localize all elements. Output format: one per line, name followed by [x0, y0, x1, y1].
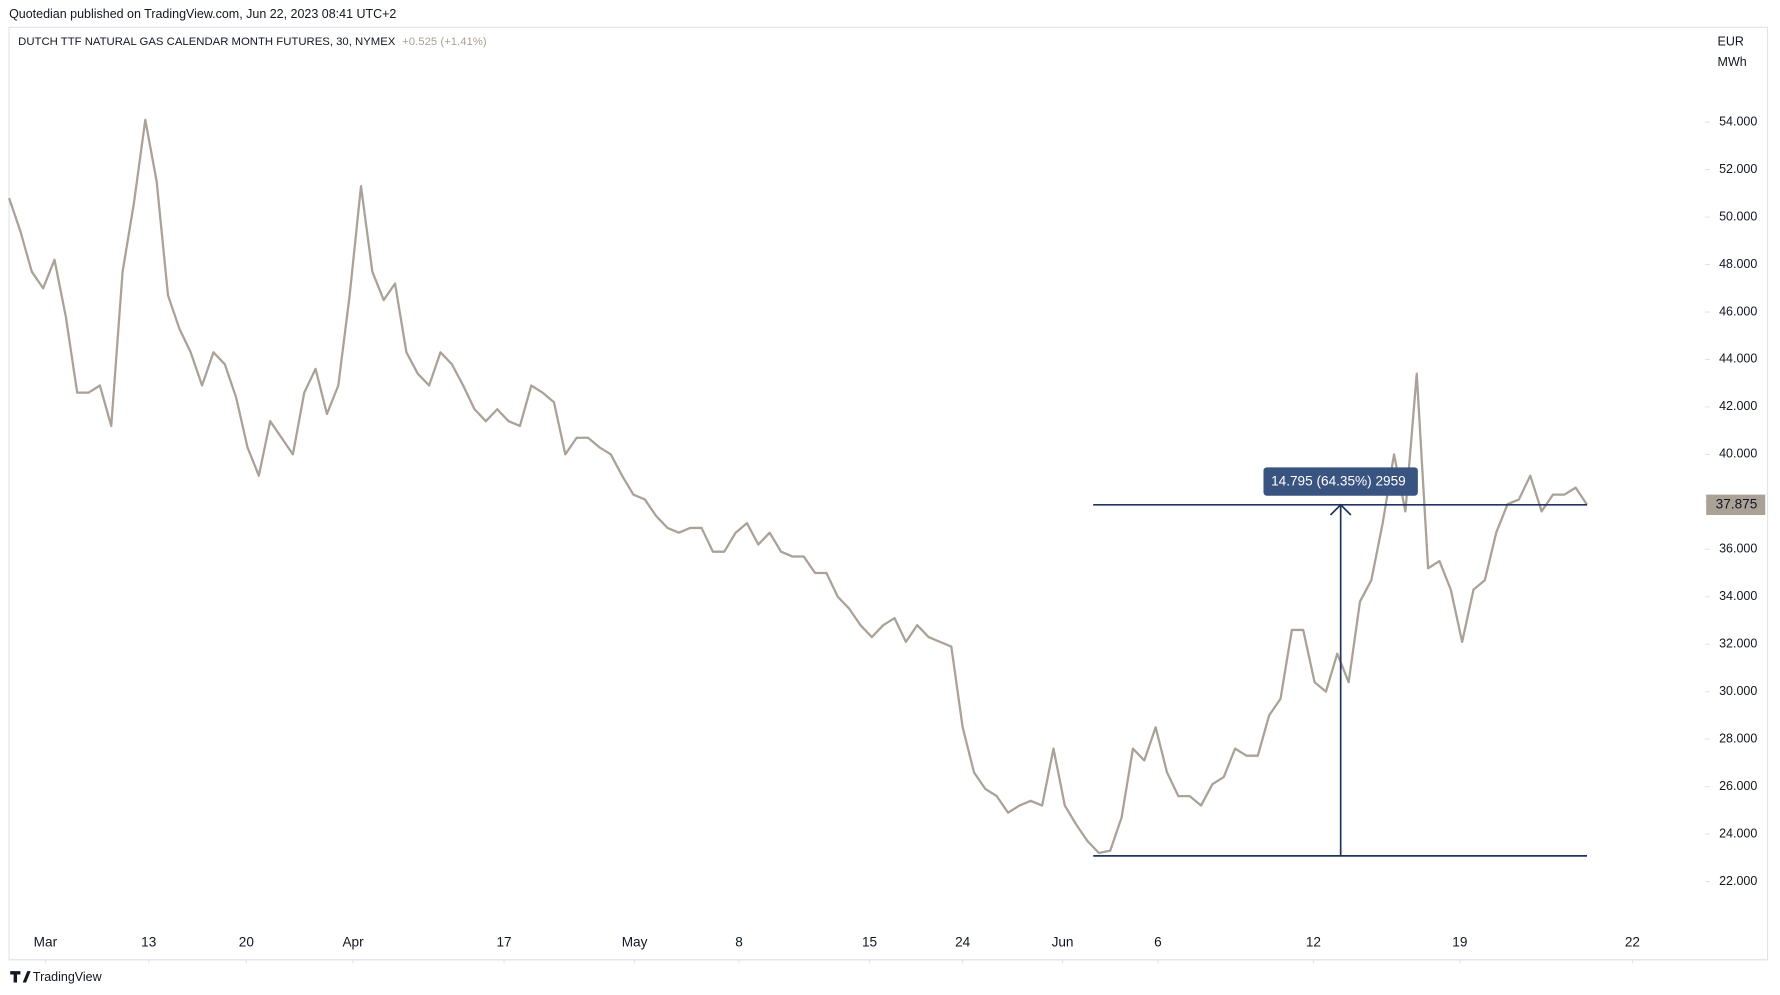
x-tick-label: 12 [1306, 934, 1321, 949]
published-note: Quotedian published on TradingView.com, … [9, 7, 396, 21]
y-tick-label: 44.000 [1719, 352, 1757, 366]
unit-label: MWh [1718, 55, 1747, 69]
chart-title: DUTCH TTF NATURAL GAS CALENDAR MONTH FUT… [18, 36, 396, 48]
last-price-box [1706, 494, 1766, 516]
x-tick-label: 20 [239, 934, 255, 949]
x-tick-label: 19 [1452, 934, 1467, 949]
price-line [8, 118, 1588, 855]
y-tick-label: 26.000 [1719, 779, 1757, 793]
y-tick-label: 32.000 [1719, 636, 1757, 650]
x-tick-label: Apr [342, 934, 364, 949]
y-tick-label: 46.000 [1719, 304, 1757, 318]
footer-logo: TradingView [10, 970, 103, 984]
measure-arrowhead [1329, 503, 1352, 516]
unit-label: EUR [1718, 34, 1744, 48]
x-tick-label: May [622, 934, 648, 949]
y-tick-label: 28.000 [1719, 731, 1757, 745]
price-change: +0.525 (+1.41%) [402, 36, 487, 48]
x-tick-label: 17 [496, 934, 511, 949]
y-tick-label: 50.000 [1719, 209, 1757, 223]
x-tick-label: 22 [1625, 934, 1640, 949]
footer-text: TradingView [33, 970, 103, 984]
y-tick-label: 52.000 [1719, 162, 1757, 176]
y-tick-label: 22.000 [1719, 874, 1757, 888]
measure-label: 14.795 (64.35%) 2959 [1271, 474, 1406, 489]
y-tick-label: 24.000 [1719, 826, 1757, 840]
y-tick-label: 42.000 [1719, 399, 1757, 413]
x-tick-label: 6 [1154, 934, 1162, 949]
y-tick-label: 40.000 [1719, 447, 1757, 461]
last-price-label: 37.875 [1716, 496, 1758, 511]
x-tick-label: Mar [34, 934, 58, 949]
y-tick-label: 36.000 [1719, 542, 1757, 556]
x-tick-label: 13 [141, 934, 156, 949]
y-tick-label: 48.000 [1719, 257, 1757, 271]
x-tick-label: 15 [862, 934, 877, 949]
x-tick-label: 24 [955, 934, 971, 949]
x-tick-label: 8 [735, 934, 743, 949]
x-tick-label: Jun [1052, 934, 1074, 949]
y-tick-label: 54.000 [1719, 114, 1757, 128]
y-tick-label: 30.000 [1719, 684, 1757, 698]
y-tick-label: 34.000 [1719, 589, 1757, 603]
plot-frame [8, 26, 1769, 961]
measure-label-box [1263, 467, 1418, 496]
